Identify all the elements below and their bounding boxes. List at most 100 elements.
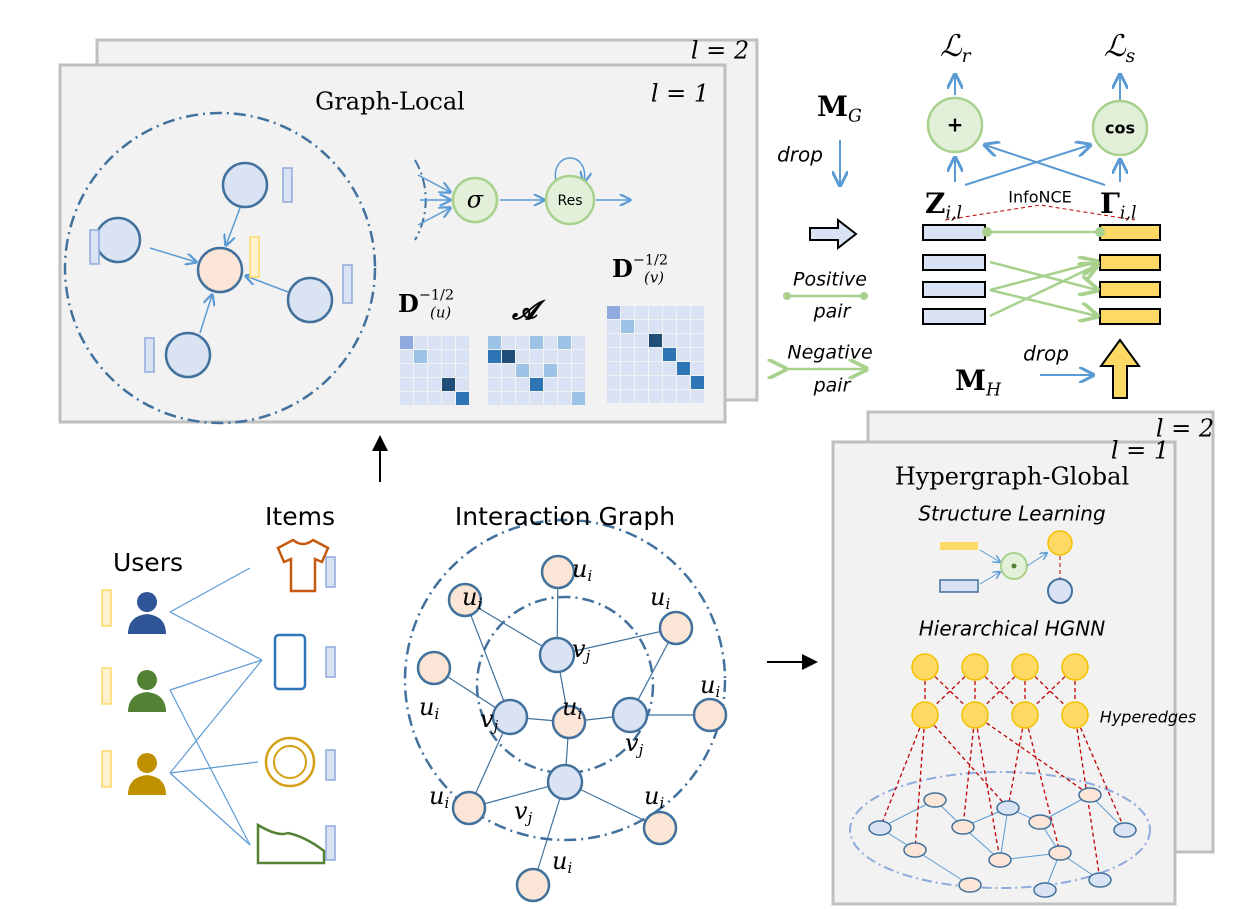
superscript: −1/2 [419,287,454,303]
math-label: Zi,l [925,187,962,223]
matrix-cell [414,336,427,349]
label: l = 1 [651,80,709,108]
matrix-cell [488,364,501,377]
matrix-cell [414,392,427,405]
subscript: j [636,741,644,759]
matrix-cell [456,392,469,405]
matrix-cell [530,378,543,391]
subscript: s [1126,46,1136,67]
symbol: D [612,254,633,283]
graph-outline [849,771,1151,889]
matrix-cell [607,320,620,333]
item-node [546,763,584,801]
matrix-cell [691,306,704,319]
symbol: v [572,635,586,663]
matrix-cell [544,364,557,377]
subscript: j [583,647,591,665]
matrix-cell [621,376,634,389]
matrix-cell [442,392,455,405]
subscript: i [587,567,592,585]
symbol: u [462,583,477,611]
matrix-cell [414,364,427,377]
matrix-cell [663,306,676,319]
math-label: ℒs [1104,29,1135,67]
matrix-cell [442,378,455,391]
matrix-cell [663,376,676,389]
graph-edge [999,807,1009,861]
user-body [128,775,166,795]
matrix-cell [456,350,469,363]
matrix-cell [649,390,662,403]
matrix-cell [456,378,469,391]
math-label: Γi,l [1100,187,1137,223]
node [1047,578,1073,604]
math-label: ui [419,693,439,724]
subscript: i [567,859,572,877]
hyperedge-node [1011,701,1039,729]
matrix-cell [558,350,571,363]
user-node [692,697,728,733]
hyper-link [1024,714,1061,854]
hyper-link [974,714,1001,861]
positive-dot [860,292,868,300]
hyperedge-node [1061,701,1089,729]
label: pair [813,375,852,397]
hyper-link [1007,714,1026,809]
matrix-cell [649,348,662,361]
matrix-cell [572,392,585,405]
hyper-link [914,714,926,851]
matrix-cell [691,390,704,403]
activation-node [451,176,499,224]
graph-node [1078,787,1102,803]
graph-node [903,842,927,858]
label: σ [467,186,484,214]
math-label: ui [429,782,449,813]
sl-bar [939,579,979,593]
positive-dot [783,292,791,300]
label: InfoNCE [1008,188,1072,207]
graph-edge [556,627,677,656]
matrix-cell [558,378,571,391]
matrix-cell [621,320,634,333]
matrix-cell [414,378,427,391]
matrix-cell [530,350,543,363]
hadamard-dot [1011,563,1017,569]
graph-node [958,877,982,893]
item-node [491,698,529,736]
matrix-cell [442,336,455,349]
subscript: i [715,683,720,701]
subscript: i [477,595,482,613]
label: Graph-Local [315,88,465,116]
matrix-cell [649,362,662,375]
symbol: u [572,555,587,583]
math-label: ui [572,555,592,586]
math-label: D−1/2 (v) [612,252,668,286]
matrix-cell [516,364,529,377]
subscript: i [659,794,664,812]
sum-node [926,96,984,154]
subscript: i,l [945,203,962,223]
sl-arrow [1026,553,1047,567]
subscript: j [491,717,499,735]
matrix-cell [607,306,620,319]
matrix-cell [530,364,543,377]
graph-node [988,852,1012,868]
subscript: r [962,46,972,67]
graph-node [1088,872,1112,888]
graph-node [1028,814,1052,830]
matrix-cell [691,362,704,375]
label: Structure Learning [918,502,1105,526]
matrix-cell [400,336,413,349]
math-label: MH [955,364,1002,400]
hyperedge-node [961,701,989,729]
matrix-cell [649,376,662,389]
label: Negative [787,342,872,364]
matrix-cell [663,362,676,375]
matrix-cell [400,378,413,391]
graph-node [951,819,975,835]
user-body [128,692,166,712]
matrix-cell [544,378,557,391]
user-head [137,753,157,773]
local-embeddings [89,167,353,373]
graph-view-arrow [809,217,858,251]
